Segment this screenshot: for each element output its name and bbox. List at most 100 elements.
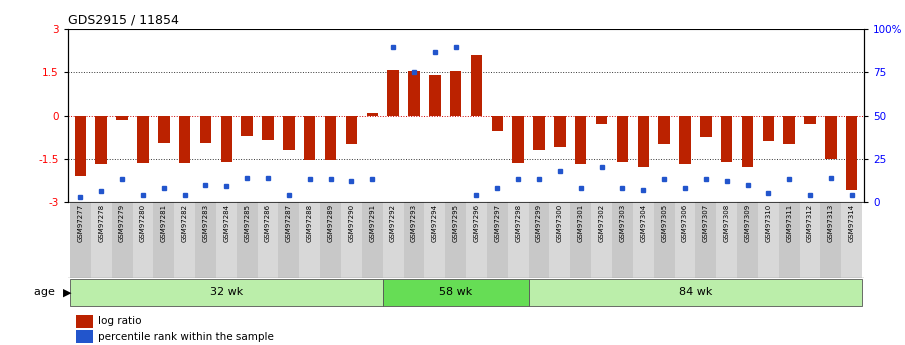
Bar [174,202,195,278]
Bar [362,202,383,278]
Bar [242,116,252,136]
Text: GSM97305: GSM97305 [662,204,667,242]
Bar [304,116,316,160]
Bar [300,202,320,278]
Bar [695,202,716,278]
Bar [842,202,862,278]
Bar [153,202,174,278]
Bar [758,202,779,278]
Bar [117,116,128,120]
Text: GSM97292: GSM97292 [390,204,396,242]
Text: GSM97303: GSM97303 [619,204,625,242]
Text: GSM97284: GSM97284 [224,204,229,242]
Bar [570,202,591,278]
Text: GSM97298: GSM97298 [515,204,521,242]
Text: percentile rank within the sample: percentile rank within the sample [98,332,274,342]
Text: GSM97299: GSM97299 [536,204,542,242]
Bar [320,202,341,278]
Text: GSM97283: GSM97283 [203,204,208,242]
Bar [367,113,378,116]
Bar [216,202,237,278]
Bar [821,202,842,278]
Bar [742,116,753,167]
Text: GSM97285: GSM97285 [244,204,250,242]
Bar [346,116,357,144]
Text: log ratio: log ratio [98,316,142,326]
Bar [283,116,295,150]
Bar [612,202,633,278]
Text: GSM97291: GSM97291 [369,204,376,242]
Bar [529,202,549,278]
Text: GSM97288: GSM97288 [307,204,313,242]
Bar [237,202,258,278]
Bar [138,116,148,163]
Text: GSM97302: GSM97302 [598,204,605,242]
Text: GSM97300: GSM97300 [557,204,563,242]
Bar [262,116,273,140]
Bar [575,116,586,165]
Text: GSM97282: GSM97282 [182,204,187,242]
Text: GSM97286: GSM97286 [265,204,271,242]
Bar [258,202,279,278]
Text: 32 wk: 32 wk [210,287,243,297]
Text: GSM97277: GSM97277 [78,204,83,242]
Bar [591,202,612,278]
Bar [466,202,487,278]
Bar [90,202,111,278]
Bar [424,202,445,278]
Bar [779,202,800,278]
Text: GSM97281: GSM97281 [161,204,167,242]
Text: GSM97280: GSM97280 [140,204,146,242]
Text: GSM97296: GSM97296 [473,204,480,242]
Bar [491,116,503,131]
Bar [549,202,570,278]
Bar [805,116,815,124]
Bar [721,116,732,161]
Text: GSM97293: GSM97293 [411,204,417,242]
Bar [450,71,462,116]
Text: GSM97295: GSM97295 [452,204,459,242]
Bar [408,71,420,116]
Bar [533,116,545,150]
Text: GSM97287: GSM97287 [286,204,292,242]
Text: GSM97294: GSM97294 [432,204,438,242]
Bar [508,202,529,278]
Text: GSM97311: GSM97311 [786,204,792,242]
Bar [158,116,169,143]
Text: GSM97308: GSM97308 [724,204,729,242]
Bar [680,116,691,165]
Bar [74,116,86,176]
Bar [674,202,695,278]
Text: GSM97301: GSM97301 [577,204,584,242]
Bar [387,70,399,116]
Bar [70,279,383,306]
Text: GSM97310: GSM97310 [766,204,771,242]
Bar [221,116,232,161]
Bar [716,202,737,278]
Bar [195,202,216,278]
Bar [737,202,758,278]
Bar [653,202,674,278]
Bar [512,116,524,163]
Bar [784,116,795,144]
Text: GSM97278: GSM97278 [99,204,104,242]
Text: GSM97297: GSM97297 [494,204,500,242]
Text: 58 wk: 58 wk [439,287,472,297]
Bar [825,116,836,159]
Text: GSM97309: GSM97309 [745,204,750,242]
Bar [76,330,93,343]
Bar [383,279,529,306]
Bar [111,202,132,278]
Bar [659,116,670,144]
Text: GDS2915 / 11854: GDS2915 / 11854 [68,14,179,27]
Bar [763,116,774,141]
Bar [487,202,508,278]
Bar [846,116,858,190]
Text: GSM97289: GSM97289 [328,204,334,242]
Text: GSM97313: GSM97313 [828,204,834,242]
Text: age: age [34,287,59,297]
Text: GSM97290: GSM97290 [348,204,355,242]
Bar [404,202,424,278]
Bar [383,202,404,278]
Text: GSM97307: GSM97307 [703,204,709,242]
